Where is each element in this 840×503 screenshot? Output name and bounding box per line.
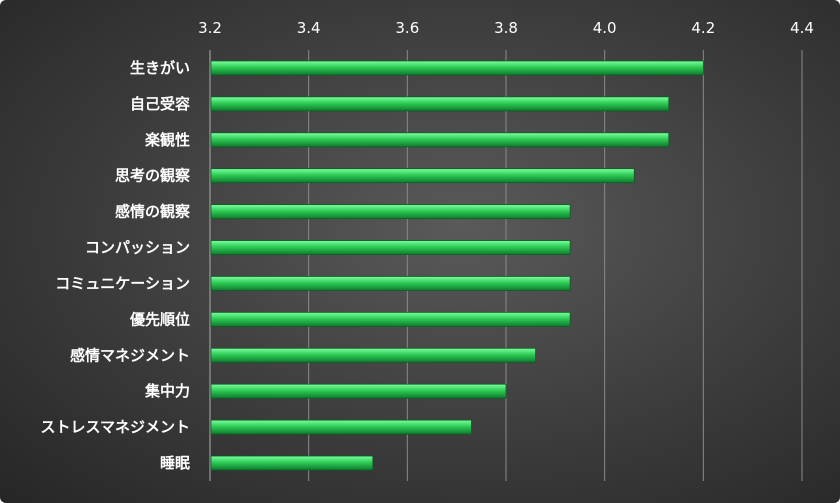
bar	[210, 240, 571, 255]
x-tick-label: 4.2	[691, 19, 715, 37]
category-label: 感情の観察	[115, 203, 191, 221]
bar	[210, 455, 374, 471]
bar	[210, 347, 537, 363]
category-label: 集中力	[144, 382, 190, 400]
category-label: 楽観性	[145, 131, 190, 149]
bars	[210, 60, 704, 471]
bar	[210, 132, 670, 148]
category-labels: 生きがい自己受容楽観性思考の観察感情の観察コンパッションコミュニケーション優先順…	[40, 59, 191, 472]
x-tick-label: 3.2	[198, 19, 222, 37]
category-label: コンパッション	[85, 239, 190, 257]
x-tick-label: 4.0	[593, 19, 617, 37]
x-tick-label: 3.8	[494, 19, 518, 37]
bar	[210, 168, 635, 184]
gridlines	[209, 50, 803, 481]
category-label: 感情マネジメント	[70, 346, 190, 364]
bar	[210, 96, 670, 112]
x-axis-ticks: 3.2 3.4 3.6 3.8 4.0 4.2 4.4	[198, 19, 814, 37]
bar	[210, 204, 571, 220]
bar	[210, 60, 704, 76]
category-label: ストレスマネジメント	[40, 418, 190, 436]
bar	[210, 311, 571, 327]
bar	[210, 419, 472, 435]
x-tick-label: 3.6	[395, 19, 419, 37]
bar	[210, 383, 507, 399]
category-label: 思考の観察	[115, 167, 191, 185]
x-tick-label: 3.4	[297, 19, 321, 37]
category-label: 優先順位	[129, 310, 190, 328]
category-label: 自己受容	[130, 95, 190, 113]
bar	[210, 276, 571, 291]
category-label: コミュニケーション	[55, 274, 190, 292]
x-tick-label: 4.4	[790, 19, 814, 37]
category-label: 睡眠	[160, 454, 190, 472]
category-label: 生きがい	[130, 59, 190, 77]
